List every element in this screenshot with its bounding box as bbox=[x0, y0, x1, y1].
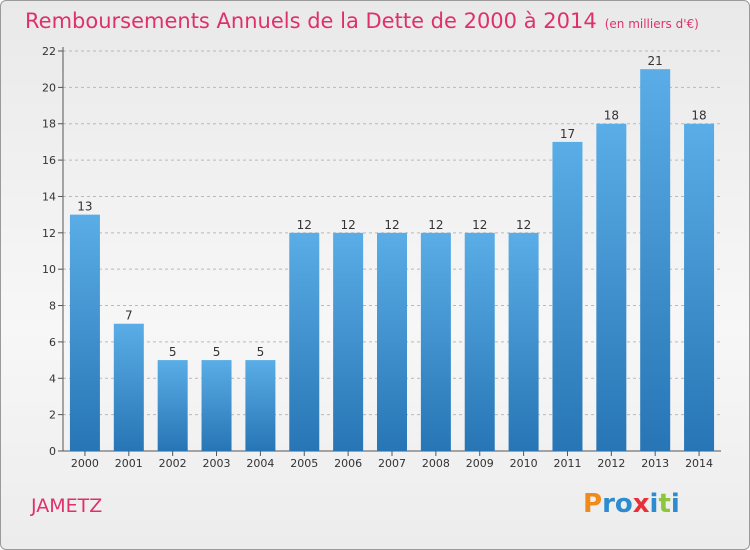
bar-value-label: 5 bbox=[257, 345, 265, 359]
bar-value-label: 5 bbox=[213, 345, 221, 359]
bar bbox=[508, 232, 539, 451]
chart-title: Remboursements Annuels de la Dette de 20… bbox=[25, 9, 699, 33]
bar-value-label: 7 bbox=[125, 309, 133, 323]
y-tick-label: 14 bbox=[42, 190, 56, 203]
x-tick-label: 2012 bbox=[597, 457, 625, 470]
bar bbox=[420, 232, 451, 451]
bar-value-label: 17 bbox=[560, 127, 575, 141]
bar bbox=[640, 69, 671, 451]
x-tick-label: 2002 bbox=[159, 457, 187, 470]
bar bbox=[157, 360, 188, 451]
bar bbox=[245, 360, 276, 451]
bar-value-label: 5 bbox=[169, 345, 177, 359]
x-tick-label: 2000 bbox=[71, 457, 99, 470]
x-tick-label: 2007 bbox=[378, 457, 406, 470]
x-tick-label: 2005 bbox=[290, 457, 318, 470]
bar bbox=[377, 232, 407, 451]
proxiti-logo: Proxiti bbox=[583, 489, 680, 519]
bar bbox=[684, 123, 715, 452]
y-tick-label: 18 bbox=[42, 118, 56, 131]
logo-letter: o bbox=[614, 489, 633, 519]
commune-name: JAMETZ bbox=[31, 495, 103, 517]
y-tick-label: 4 bbox=[49, 372, 56, 385]
bars bbox=[69, 69, 715, 452]
bar-value-label: 12 bbox=[428, 218, 443, 232]
bar bbox=[113, 323, 144, 451]
chart-unit: (en milliers d'€) bbox=[604, 17, 699, 31]
x-tick-label: 2014 bbox=[685, 457, 713, 470]
x-tick-label: 2004 bbox=[246, 457, 274, 470]
y-tick-label: 6 bbox=[49, 336, 56, 349]
x-tick-label: 2011 bbox=[553, 457, 581, 470]
labels: 0 2 4 6 8 10 12 14 16 18 20 22 13 2000 7 2001 5 2002 5 2003… bbox=[42, 45, 713, 470]
logo-letter: x bbox=[632, 489, 650, 519]
bar-value-label: 12 bbox=[340, 218, 355, 232]
bar-value-label: 12 bbox=[384, 218, 399, 232]
y-tick-label: 22 bbox=[42, 45, 56, 58]
x-tick-label: 2010 bbox=[510, 457, 538, 470]
bar bbox=[201, 360, 232, 451]
y-tick-label: 16 bbox=[42, 154, 56, 167]
y-tick-label: 2 bbox=[49, 409, 56, 422]
logo-letter: P bbox=[583, 489, 603, 519]
x-tick-label: 2013 bbox=[641, 457, 669, 470]
y-tick-label: 10 bbox=[42, 263, 56, 276]
x-tick-label: 2003 bbox=[203, 457, 231, 470]
bar-value-label: 12 bbox=[516, 218, 531, 232]
bar bbox=[464, 232, 495, 451]
bar-value-label: 13 bbox=[77, 200, 92, 214]
bar-value-label: 12 bbox=[472, 218, 487, 232]
bar-value-label: 18 bbox=[604, 109, 619, 123]
bar bbox=[552, 141, 583, 451]
chart-title-text: Remboursements Annuels de la Dette de 20… bbox=[25, 9, 597, 33]
y-tick-label: 0 bbox=[49, 445, 56, 458]
y-tick-label: 12 bbox=[42, 227, 56, 240]
bar-value-label: 21 bbox=[648, 54, 663, 68]
bar bbox=[69, 214, 100, 451]
bar bbox=[333, 232, 364, 451]
x-tick-label: 2001 bbox=[115, 457, 143, 470]
logo-letter: r bbox=[602, 489, 615, 519]
logo-letter: i bbox=[670, 489, 680, 519]
y-tick-label: 20 bbox=[42, 81, 56, 94]
logo-letter: i bbox=[649, 489, 659, 519]
bar-value-label: 18 bbox=[691, 109, 706, 123]
y-tick-label: 8 bbox=[49, 300, 56, 313]
logo-letter: t bbox=[658, 489, 671, 519]
bar bbox=[596, 123, 627, 452]
bar-value-label: 12 bbox=[297, 218, 312, 232]
x-tick-label: 2006 bbox=[334, 457, 362, 470]
bar bbox=[289, 232, 320, 451]
x-tick-label: 2008 bbox=[422, 457, 450, 470]
x-tick-label: 2009 bbox=[466, 457, 494, 470]
